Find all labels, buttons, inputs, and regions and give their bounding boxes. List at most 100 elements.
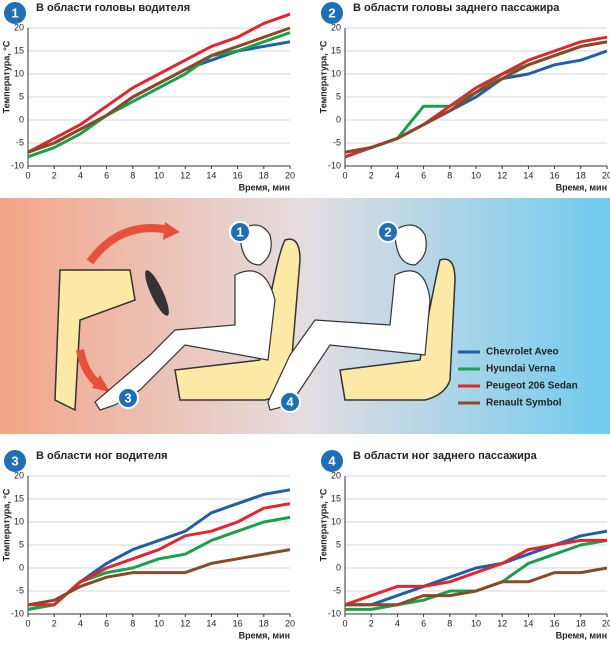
x-tick-label: 12 xyxy=(497,170,507,180)
y-axis-label: Температура, °С xyxy=(1,40,11,113)
y-tick-label: 15 xyxy=(14,45,24,55)
y-tick-label: 10 xyxy=(14,516,24,526)
series-line xyxy=(28,502,291,607)
badge xyxy=(319,0,345,26)
series-line xyxy=(27,31,291,159)
x-tick-label: 16 xyxy=(233,170,243,180)
y-tick-label: 0 xyxy=(19,562,24,572)
x-tick-label: 0 xyxy=(342,618,347,628)
x-tick-label: 0 xyxy=(342,170,347,180)
passenger-figure xyxy=(267,224,431,411)
x-tick-label: 12 xyxy=(180,170,190,180)
illustration-badge xyxy=(229,221,251,243)
series-line xyxy=(345,566,608,607)
x-tick-label: 16 xyxy=(233,618,243,628)
x-tick-label: 14 xyxy=(523,170,533,180)
x-tick-label: 10 xyxy=(471,170,481,180)
driver-figure xyxy=(94,224,276,411)
illustration-badge-number: 1 xyxy=(236,224,243,239)
x-axis-label: Время, мин xyxy=(556,630,607,640)
x-tick-label: 6 xyxy=(104,618,109,628)
x-tick-label: 16 xyxy=(550,170,560,180)
chart-title: В области ног заднего пассажира xyxy=(353,450,538,462)
series-line xyxy=(345,529,608,607)
chart-panel: 4 В области ног заднего пассажира -10 -5 0 5 1… xyxy=(318,448,610,640)
y-tick-label: 10 xyxy=(331,516,341,526)
x-tick-label: 8 xyxy=(447,170,452,180)
illustration-badge-number: 3 xyxy=(124,390,131,405)
x-tick-label: 2 xyxy=(369,618,374,628)
series-line xyxy=(27,515,291,611)
chart-panel: 3 В области ног водителя -10 -5 0 5 10 15 20 0 2 4 6… xyxy=(1,448,295,640)
x-tick-label: 4 xyxy=(395,618,400,628)
y-tick-label: 10 xyxy=(331,68,341,78)
y-tick-label: 5 xyxy=(336,91,341,101)
dashboard xyxy=(54,269,136,412)
illustration-badge-number: 2 xyxy=(384,224,391,239)
y-tick-label: 0 xyxy=(336,114,341,124)
arrowhead xyxy=(163,222,180,240)
legend-label: Peugeot 206 Sedan xyxy=(486,381,578,392)
chart-title: В области ног водителя xyxy=(36,450,168,462)
y-tick-label: 5 xyxy=(336,539,341,549)
y-tick-label: 5 xyxy=(19,539,24,549)
x-tick-label: 4 xyxy=(78,618,83,628)
x-tick-label: 8 xyxy=(447,618,452,628)
x-tick-label: 6 xyxy=(421,618,426,628)
badge-number: 2 xyxy=(328,5,335,20)
badge-number: 3 xyxy=(11,453,18,468)
x-tick-label: 2 xyxy=(52,618,57,628)
badge xyxy=(2,448,28,474)
badge-number: 4 xyxy=(328,453,336,468)
legend-label: Hyundai Verna xyxy=(486,364,556,375)
y-tick-label: -10 xyxy=(11,160,24,170)
steering-wheel xyxy=(145,270,169,316)
y-tick-label: 20 xyxy=(331,470,341,480)
series-line xyxy=(27,548,291,607)
series-line xyxy=(27,12,291,154)
y-tick-label: -5 xyxy=(333,137,341,147)
x-tick-label: 12 xyxy=(497,618,507,628)
y-tick-label: 20 xyxy=(14,470,24,480)
chart-panel: 2 В области головы заднего пассажира -10 -5… xyxy=(318,0,610,192)
series-line xyxy=(344,49,608,154)
x-axis-label: Время, мин xyxy=(239,182,290,192)
rear-seat xyxy=(339,258,456,401)
x-tick-label: 14 xyxy=(206,618,216,628)
illustration xyxy=(0,198,610,434)
x-tick-label: 18 xyxy=(259,618,269,628)
x-tick-label: 20 xyxy=(285,170,295,180)
x-tick-label: 4 xyxy=(395,170,400,180)
arrowhead xyxy=(92,375,110,392)
illustration-badge-number: 4 xyxy=(286,394,294,409)
chart-title: В области головы водителя xyxy=(36,2,190,14)
y-axis-label: Температура, °С xyxy=(1,488,11,561)
y-tick-label: 15 xyxy=(331,493,341,503)
x-tick-label: 12 xyxy=(180,618,190,628)
x-tick-label: 10 xyxy=(154,618,164,628)
y-tick-label: -5 xyxy=(16,137,24,147)
x-tick-label: 20 xyxy=(602,170,610,180)
illustration-badge xyxy=(117,387,139,409)
x-tick-label: 14 xyxy=(206,170,216,180)
legend-label: Chevrolet Aveo xyxy=(486,347,559,358)
chart-panel: 1 В области головы водителя -10 -5 0 5 10 15 20 0… xyxy=(1,0,295,192)
y-tick-label: 15 xyxy=(331,45,341,55)
y-tick-label: -5 xyxy=(333,585,341,595)
y-tick-label: -10 xyxy=(11,608,24,618)
y-tick-label: -10 xyxy=(328,608,341,618)
x-tick-label: 8 xyxy=(130,170,135,180)
x-tick-label: 8 xyxy=(130,618,135,628)
y-tick-label: -5 xyxy=(16,585,24,595)
illustration-badge xyxy=(377,221,399,243)
x-tick-label: 2 xyxy=(369,170,374,180)
y-tick-label: -10 xyxy=(328,160,341,170)
y-tick-label: 0 xyxy=(19,114,24,124)
badge-number: 1 xyxy=(11,5,18,20)
x-tick-label: 0 xyxy=(25,618,30,628)
y-tick-label: 15 xyxy=(14,493,24,503)
x-tick-label: 10 xyxy=(471,618,481,628)
x-tick-label: 20 xyxy=(285,618,295,628)
y-tick-label: 10 xyxy=(14,68,24,78)
